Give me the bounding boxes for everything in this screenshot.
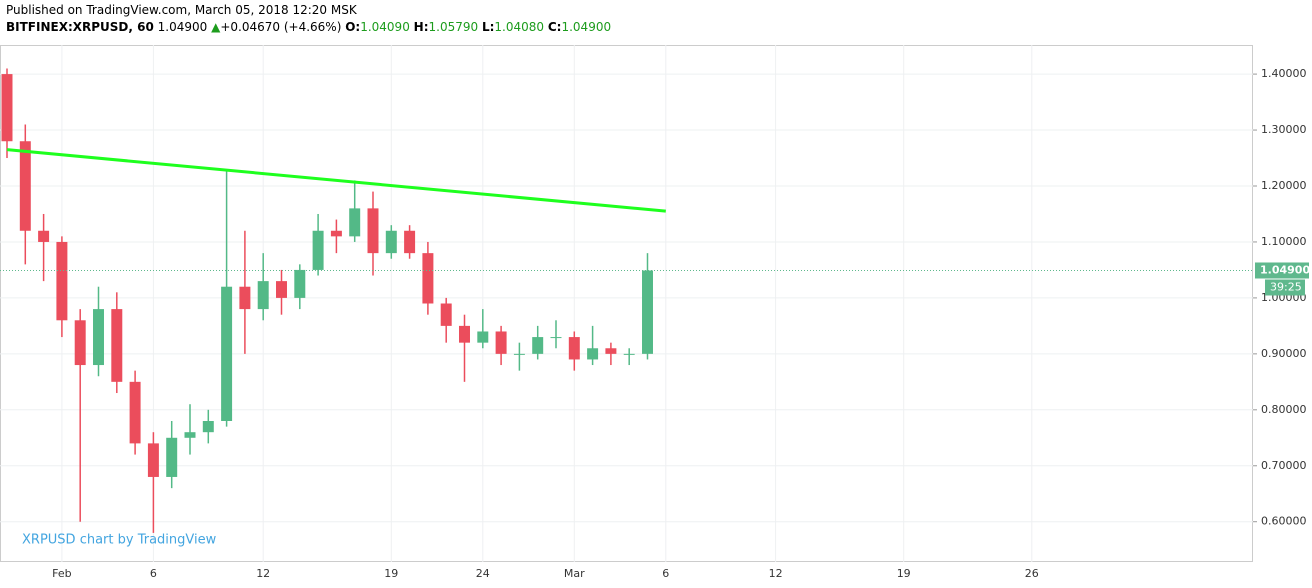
candle-body bbox=[513, 353, 525, 355]
header: Published on TradingView.com, March 05, … bbox=[6, 2, 611, 36]
candle-body bbox=[587, 348, 599, 360]
y-tick-label: 1.20000 bbox=[1261, 179, 1307, 192]
candle-body bbox=[74, 320, 86, 366]
o-label: O: bbox=[345, 20, 361, 34]
x-tick-label: 19 bbox=[897, 567, 911, 580]
candle-body bbox=[404, 230, 416, 254]
o: 1.04090 bbox=[360, 20, 410, 34]
candle-body bbox=[147, 443, 159, 477]
y-tick-label: 0.60000 bbox=[1261, 515, 1307, 528]
candle-body bbox=[93, 309, 104, 366]
candle-body bbox=[477, 331, 489, 343]
change: +0.04670 (+4.66%) bbox=[220, 20, 342, 34]
candle-body bbox=[184, 432, 196, 438]
candle-body bbox=[1, 74, 13, 142]
y-tick-label: 1.10000 bbox=[1261, 235, 1307, 248]
candle-body bbox=[38, 230, 50, 242]
candle-body bbox=[111, 309, 123, 382]
y-tick-label: 0.80000 bbox=[1261, 403, 1307, 416]
candle-body bbox=[257, 281, 269, 310]
candle-body bbox=[568, 337, 580, 360]
y-tick-label: 1.30000 bbox=[1261, 123, 1307, 136]
last-price-label: 1.04900 bbox=[1260, 263, 1310, 276]
x-tick-label: Feb bbox=[52, 567, 71, 580]
c-label: C: bbox=[547, 20, 562, 34]
axes: 0.600000.700000.800000.900001.000001.100… bbox=[52, 67, 1310, 580]
x-tick-label: 6 bbox=[150, 567, 157, 580]
candle-body bbox=[166, 437, 178, 477]
candle-body bbox=[202, 421, 214, 433]
trendline bbox=[6, 148, 666, 213]
candle-body bbox=[367, 208, 379, 254]
candle-body bbox=[349, 208, 361, 237]
candle-body bbox=[129, 381, 141, 444]
candle-body bbox=[422, 253, 434, 304]
y-tick-label: 0.90000 bbox=[1261, 347, 1307, 360]
quote-line: BITFINEX:XRPUSD, 60 1.04900 ▲+0.04670 (+… bbox=[6, 19, 611, 36]
h-label: H: bbox=[413, 20, 429, 34]
watermark: XRPUSD chart by TradingView bbox=[22, 533, 217, 548]
x-tick-label: 12 bbox=[769, 567, 783, 580]
l: 1.04080 bbox=[494, 20, 545, 34]
candle-body bbox=[239, 286, 251, 310]
l-label: L: bbox=[481, 20, 495, 34]
grid bbox=[0, 45, 1253, 562]
plot-frame bbox=[0, 45, 1253, 562]
candle-body bbox=[312, 230, 324, 270]
arrow: ▲ bbox=[211, 20, 221, 34]
published: Published on TradingView.com, March 05, … bbox=[6, 3, 357, 17]
candle-body bbox=[56, 241, 68, 321]
candle-body bbox=[385, 230, 397, 254]
last-price-box bbox=[1255, 262, 1309, 279]
x-tick-label: 26 bbox=[1025, 567, 1039, 580]
h: 1.05790 bbox=[428, 20, 479, 34]
countdown-label: 39:25 bbox=[1270, 280, 1302, 293]
candle-body bbox=[440, 303, 452, 326]
candle-body bbox=[550, 337, 562, 339]
x-tick-label: 12 bbox=[256, 567, 270, 580]
x-tick-label: 19 bbox=[384, 567, 398, 580]
candle-body bbox=[459, 325, 470, 343]
candle-body bbox=[623, 353, 635, 355]
y-tick-label: 0.70000 bbox=[1261, 459, 1307, 472]
x-tick-label: 6 bbox=[662, 567, 669, 580]
candle-body bbox=[495, 331, 507, 354]
candle-body bbox=[294, 269, 306, 298]
price-axis bbox=[1253, 45, 1312, 562]
candle-body bbox=[605, 348, 617, 354]
candle-body bbox=[330, 230, 342, 237]
candle-body bbox=[19, 141, 31, 231]
candle-body bbox=[221, 286, 233, 421]
candle-body bbox=[642, 270, 653, 354]
x-tick-label: Mar bbox=[564, 567, 585, 580]
price: 1.04900 bbox=[157, 20, 208, 34]
plot bbox=[0, 68, 1253, 533]
symbol: BITFINEX:XRPUSD, 60 bbox=[6, 20, 154, 34]
c: 1.04900 bbox=[561, 20, 612, 34]
x-tick-label: 24 bbox=[476, 567, 490, 580]
countdown-box bbox=[1265, 279, 1305, 296]
candle-body bbox=[532, 337, 544, 354]
candle-body bbox=[276, 281, 287, 298]
y-tick-label: 1.40000 bbox=[1261, 67, 1307, 80]
